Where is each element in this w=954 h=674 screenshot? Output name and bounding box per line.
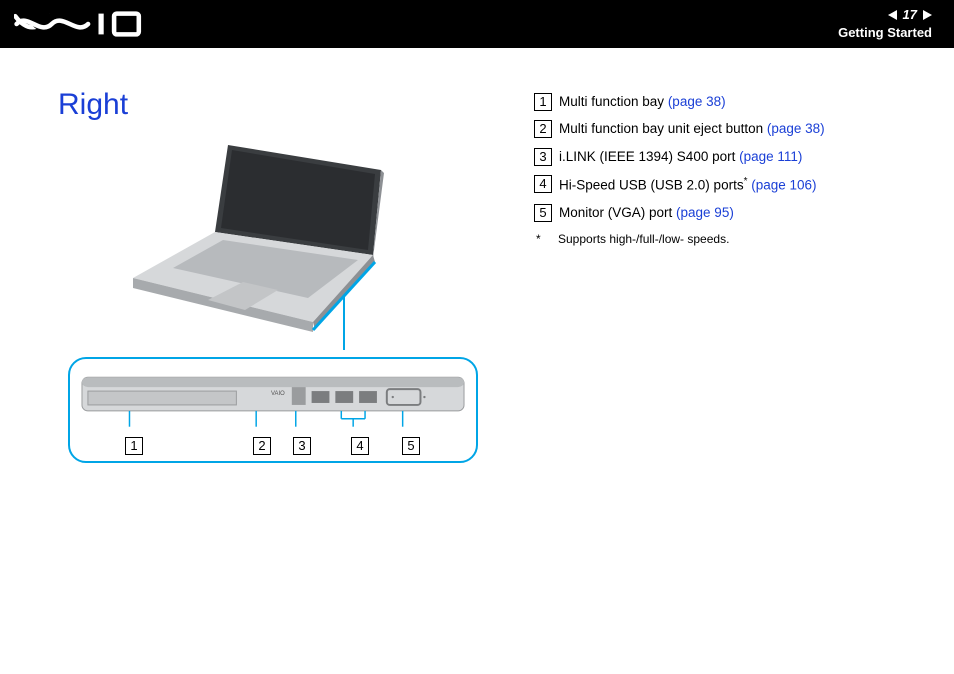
next-page-icon[interactable] (923, 10, 932, 20)
page-link-5[interactable]: (page 95) (676, 205, 734, 220)
feature-text-2: Multi function bay unit eject button (pa… (559, 119, 825, 139)
feature-item-4: 4 Hi-Speed USB (USB 2.0) ports* (page 10… (534, 174, 825, 196)
page-link-1[interactable]: (page 38) (668, 94, 726, 109)
feature-text-5: Monitor (VGA) port (page 95) (559, 203, 734, 223)
callout-3: 3 (293, 437, 311, 455)
callout-5: 5 (402, 437, 420, 455)
feature-num-1: 1 (534, 93, 552, 111)
feature-text-3: i.LINK (IEEE 1394) S400 port (page 111) (559, 147, 802, 167)
callout-numbers: 1 2 3 4 5 (80, 437, 466, 457)
page-link-4[interactable]: (page 106) (747, 177, 816, 192)
topbar-right: 17 Getting Started (838, 6, 932, 42)
feature-num-2: 2 (534, 120, 552, 138)
feature-text-4: Hi-Speed USB (USB 2.0) ports* (page 106) (559, 174, 817, 196)
right-column: 1 Multi function bay (page 38) 2 Multi f… (534, 88, 825, 463)
content: Right (0, 48, 954, 463)
page-title: Right (58, 88, 508, 122)
callout-2: 2 (253, 437, 271, 455)
feature-num-4: 4 (534, 175, 552, 193)
prev-page-icon[interactable] (888, 10, 897, 20)
callout-box: VAIO (68, 357, 478, 463)
section-label: Getting Started (838, 24, 932, 42)
feature-num-3: 3 (534, 148, 552, 166)
footnote-text: Supports high-/full-/low- speeds. (558, 232, 729, 246)
page-link-2[interactable]: (page 38) (767, 121, 825, 136)
topbar: 17 Getting Started (0, 0, 954, 48)
callout-1: 1 (125, 437, 143, 455)
callout-4: 4 (351, 437, 369, 455)
vaio-logo (14, 11, 144, 37)
side-view: VAIO (80, 369, 466, 429)
feature-num-5: 5 (534, 204, 552, 222)
page-link-3[interactable]: (page 111) (739, 149, 802, 164)
feature-list: 1 Multi function bay (page 38) 2 Multi f… (534, 92, 825, 223)
feature-item-3: 3 i.LINK (IEEE 1394) S400 port (page 111… (534, 147, 825, 167)
laptop-illustration (58, 140, 488, 355)
feature-item-1: 1 Multi function bay (page 38) (534, 92, 825, 112)
figure-area: VAIO (58, 140, 488, 463)
left-column: Right (58, 88, 508, 463)
page-number: 17 (903, 6, 917, 24)
svg-text:VAIO: VAIO (271, 391, 285, 397)
footnote: *Supports high-/full-/low- speeds. (534, 230, 825, 248)
feature-item-5: 5 Monitor (VGA) port (page 95) (534, 203, 825, 223)
feature-text-1: Multi function bay (page 38) (559, 92, 726, 112)
feature-item-2: 2 Multi function bay unit eject button (… (534, 119, 825, 139)
page-nav: 17 (838, 6, 932, 24)
footnote-mark: * (536, 230, 558, 248)
